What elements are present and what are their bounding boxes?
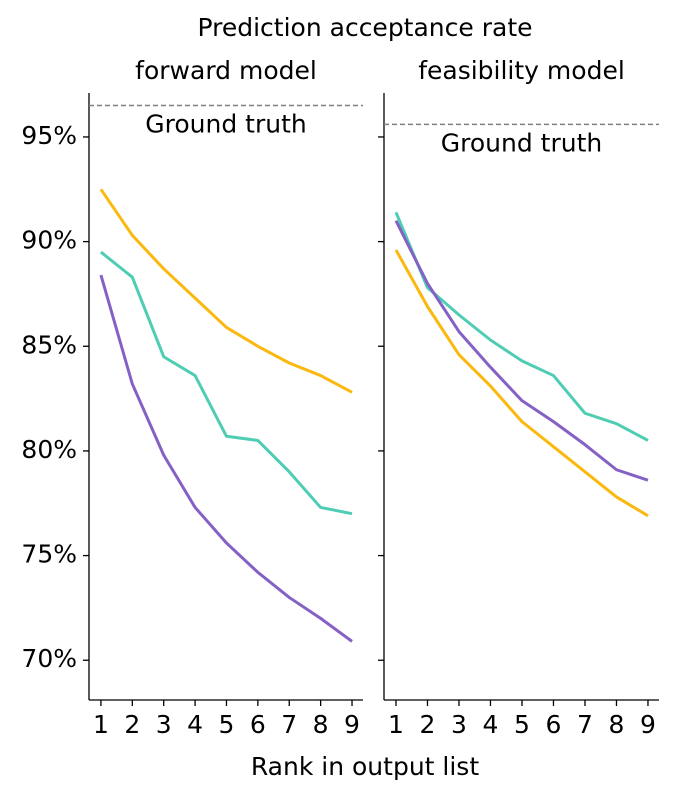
x-tick-label: 4 — [187, 710, 203, 739]
x-tick-label: 2 — [420, 710, 436, 739]
x-axis-label: Rank in output list — [251, 752, 479, 781]
figure-title: Prediction acceptance rate — [197, 13, 532, 42]
x-tick-label: 6 — [250, 710, 266, 739]
x-tick-label: 5 — [219, 710, 235, 739]
series-line — [394, 211, 649, 442]
x-tick-label: 8 — [609, 710, 625, 739]
ground-truth-label: Ground truth — [145, 110, 306, 139]
series-line — [394, 220, 649, 482]
y-tick-label: 90% — [21, 226, 77, 255]
panel-title: forward model — [135, 56, 317, 85]
ground-truth-label: Ground truth — [441, 128, 602, 157]
series-line — [394, 249, 649, 518]
x-tick-label: 8 — [313, 710, 329, 739]
x-tick-label: 1 — [93, 710, 109, 739]
series-line — [99, 274, 353, 643]
y-tick-label: 95% — [21, 121, 77, 150]
panel-title: feasibility model — [418, 56, 625, 85]
series-line — [99, 188, 353, 394]
x-tick-label: 3 — [156, 710, 172, 739]
x-tick-label: 4 — [483, 710, 499, 739]
x-tick-label: 6 — [546, 710, 562, 739]
series-line — [99, 250, 353, 516]
y-tick-label: 70% — [21, 644, 77, 673]
y-tick-label: 85% — [21, 330, 77, 359]
x-tick-label: 1 — [388, 710, 404, 739]
x-tick-label: 5 — [514, 710, 530, 739]
y-tick-label: 80% — [21, 435, 77, 464]
x-tick-label: 2 — [124, 710, 140, 739]
x-tick-label: 9 — [640, 710, 656, 739]
x-tick-label: 9 — [344, 710, 360, 739]
x-tick-label: 7 — [281, 710, 297, 739]
y-tick-label: 75% — [21, 540, 77, 569]
x-tick-label: 7 — [577, 710, 593, 739]
x-tick-label: 3 — [451, 710, 467, 739]
